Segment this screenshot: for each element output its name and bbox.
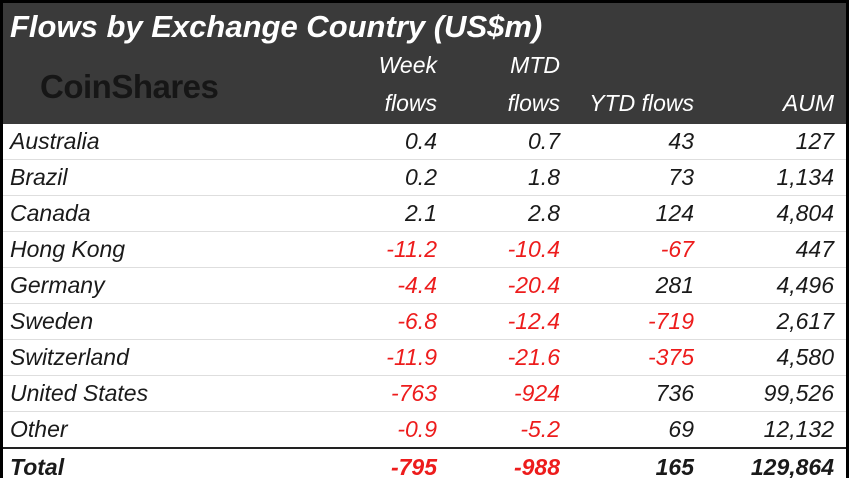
mtd-value-cell: 0.7 xyxy=(445,124,568,160)
country-cell: Hong Kong xyxy=(3,231,297,268)
column-header-mtd-line1: MTD xyxy=(510,52,560,78)
country-cell: Germany xyxy=(3,267,297,304)
total-row: Total -795 -988 165 129,864 xyxy=(3,447,846,478)
mtd-value-cell: -21.6 xyxy=(445,339,568,376)
country-cell: Sweden xyxy=(3,303,297,340)
aum-value-cell: 4,804 xyxy=(702,195,846,232)
week-value-cell: -6.8 xyxy=(297,303,445,340)
week-value-cell: 0.4 xyxy=(297,124,445,160)
table-row: Sweden -6.8 -12.4 -719 2,617 xyxy=(3,303,846,340)
country-cell: Australia xyxy=(3,124,297,160)
mtd-value-cell: -10.4 xyxy=(445,231,568,268)
country-cell: Other xyxy=(3,411,297,449)
ytd-value-cell: 165 xyxy=(568,447,702,478)
column-header-aum: AUM xyxy=(702,84,846,124)
aum-value-cell: 4,496 xyxy=(702,267,846,304)
week-value-cell: -795 xyxy=(297,447,445,478)
coinshares-logo: CoinShares xyxy=(40,67,219,105)
mtd-value-cell: -924 xyxy=(445,375,568,412)
country-cell: Switzerland xyxy=(3,339,297,376)
table-body: Australia 0.4 0.7 43 127 Brazil 0.2 1.8 73 1,134 C… xyxy=(3,124,846,478)
column-header-mtd-line2: flows xyxy=(507,90,560,116)
table-row: Brazil 0.2 1.8 73 1,134 xyxy=(3,159,846,196)
mtd-value-cell: -988 xyxy=(445,447,568,478)
aum-value-cell: 447 xyxy=(702,231,846,268)
ytd-value-cell: 124 xyxy=(568,195,702,232)
table-row: Canada 2.1 2.8 124 4,804 xyxy=(3,195,846,232)
column-header-ytd-label: YTD flows xyxy=(589,90,694,116)
ytd-value-cell: 43 xyxy=(568,124,702,160)
week-value-cell: 0.2 xyxy=(297,159,445,196)
column-header-ytd-flows: YTD flows xyxy=(568,84,702,124)
table-row: Germany -4.4 -20.4 281 4,496 xyxy=(3,267,846,304)
week-value-cell: 2.1 xyxy=(297,195,445,232)
aum-value-cell: 12,132 xyxy=(702,411,846,449)
column-header-aum-label: AUM xyxy=(782,90,834,116)
column-header-mtd-flows: MTD flows xyxy=(445,46,568,124)
week-value-cell: -4.4 xyxy=(297,267,445,304)
ytd-value-cell: -67 xyxy=(568,231,702,268)
week-value-cell: -0.9 xyxy=(297,411,445,449)
ytd-value-cell: 69 xyxy=(568,411,702,449)
column-header-week-line1: Week xyxy=(378,52,437,78)
mtd-value-cell: -12.4 xyxy=(445,303,568,340)
country-cell: Canada xyxy=(3,195,297,232)
ytd-value-cell: 73 xyxy=(568,159,702,196)
table-row: Switzerland -11.9 -21.6 -375 4,580 xyxy=(3,339,846,376)
aum-value-cell: 129,864 xyxy=(702,447,846,478)
ytd-value-cell: 736 xyxy=(568,375,702,412)
flows-table: Australia 0.4 0.7 43 127 Brazil 0.2 1.8 73 1,134 C… xyxy=(3,124,846,478)
mtd-value-cell: 1.8 xyxy=(445,159,568,196)
aum-value-cell: 2,617 xyxy=(702,303,846,340)
aum-value-cell: 4,580 xyxy=(702,339,846,376)
ytd-value-cell: 281 xyxy=(568,267,702,304)
aum-value-cell: 99,526 xyxy=(702,375,846,412)
country-cell: United States xyxy=(3,375,297,412)
week-value-cell: -763 xyxy=(297,375,445,412)
table-header: Flows by Exchange Country (US$m) CoinSha… xyxy=(3,3,846,124)
column-header-row: CoinShares Week flows MTD flows YTD flow… xyxy=(3,45,846,124)
aum-value-cell: 127 xyxy=(702,124,846,160)
ytd-value-cell: -719 xyxy=(568,303,702,340)
table-title: Flows by Exchange Country (US$m) xyxy=(10,9,543,44)
week-value-cell: -11.9 xyxy=(297,339,445,376)
table-row: United States -763 -924 736 99,526 xyxy=(3,375,846,412)
country-cell: Brazil xyxy=(3,159,297,196)
country-cell: Total xyxy=(3,447,297,478)
column-header-week-flows: Week flows xyxy=(297,46,445,124)
table-row: Hong Kong -11.2 -10.4 -67 447 xyxy=(3,231,846,268)
mtd-value-cell: 2.8 xyxy=(445,195,568,232)
mtd-value-cell: -20.4 xyxy=(445,267,568,304)
table-row: Australia 0.4 0.7 43 127 xyxy=(3,124,846,160)
mtd-value-cell: -5.2 xyxy=(445,411,568,449)
week-value-cell: -11.2 xyxy=(297,231,445,268)
table-row: Other -0.9 -5.2 69 12,132 xyxy=(3,411,846,449)
aum-value-cell: 1,134 xyxy=(702,159,846,196)
ytd-value-cell: -375 xyxy=(568,339,702,376)
column-header-week-line2: flows xyxy=(384,90,437,116)
